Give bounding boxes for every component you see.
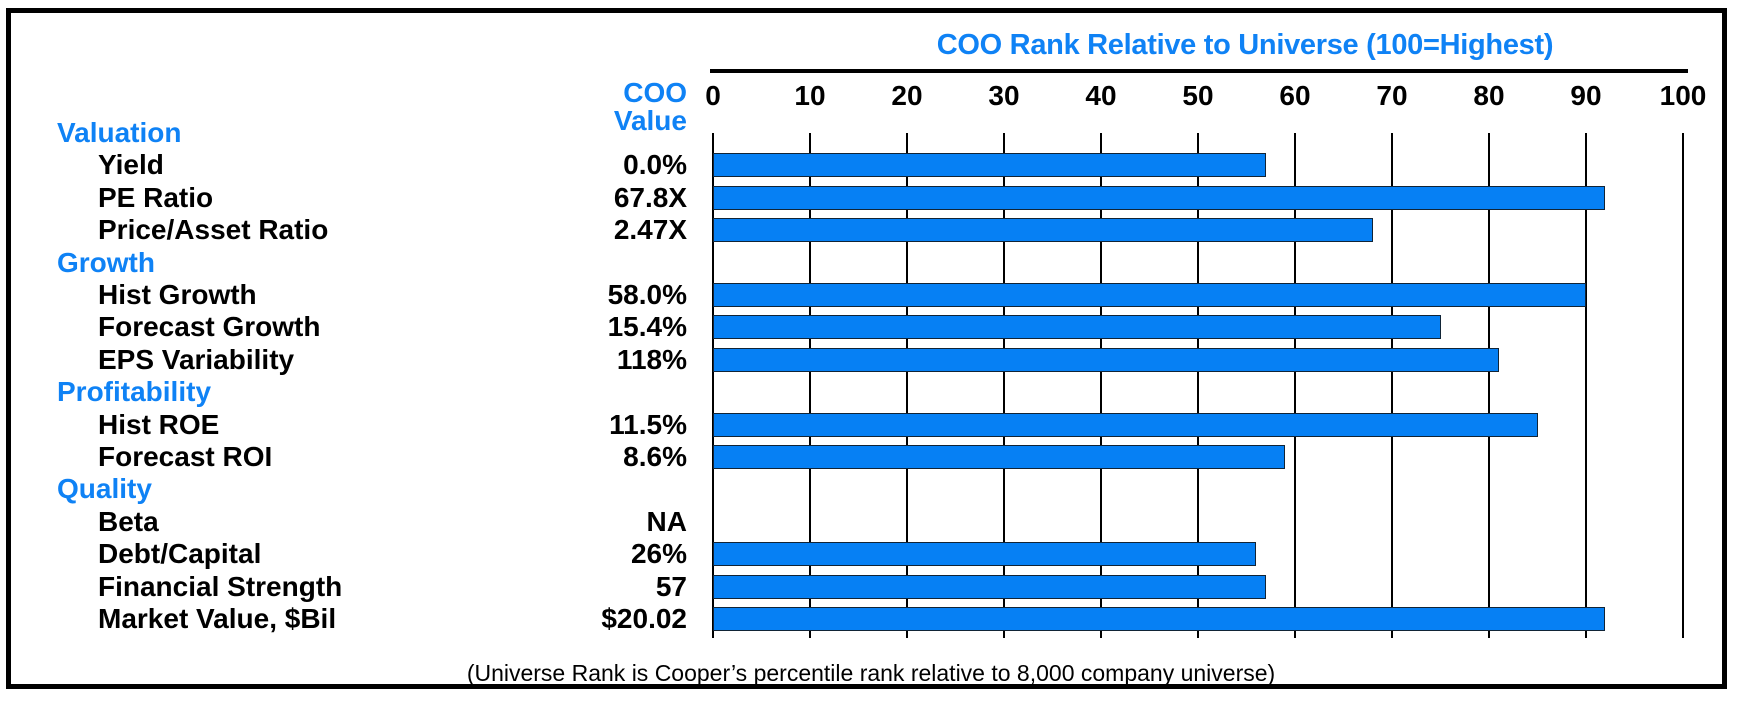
gridline xyxy=(1100,133,1102,638)
rank-bar xyxy=(713,574,1266,599)
gridline xyxy=(1585,133,1587,638)
x-tick-label: 40 xyxy=(1085,80,1117,111)
value-column-header-line1: COO xyxy=(623,77,687,108)
row-coo-value: 2.47X xyxy=(613,214,687,246)
x-tick-label: 50 xyxy=(1182,80,1214,111)
x-tick-label: 20 xyxy=(891,80,923,111)
gridline xyxy=(1488,133,1490,638)
gridline xyxy=(1682,133,1684,638)
x-tick-label: 0 xyxy=(705,80,721,111)
x-tick-label: 90 xyxy=(1570,80,1602,111)
x-tick-label: 10 xyxy=(794,80,826,111)
row-coo-value: 11.5% xyxy=(609,408,687,440)
row-label: Financial Strength xyxy=(98,570,343,602)
row-coo-value: 8.6% xyxy=(623,441,687,472)
row-label: Price/Asset Ratio xyxy=(98,214,329,246)
rank-bar xyxy=(713,218,1373,243)
row-coo-value: 67.8X xyxy=(613,181,687,213)
row-label: EPS Variability xyxy=(98,343,295,375)
group-heading: Valuation xyxy=(57,117,182,148)
group-heading: Growth xyxy=(57,246,155,278)
rank-bar xyxy=(713,347,1499,372)
rank-bar xyxy=(713,315,1441,340)
row-label: Hist ROE xyxy=(98,408,220,440)
rank-bar xyxy=(713,153,1266,178)
x-tick-label: 80 xyxy=(1473,80,1505,111)
value-column-header-line2: Value xyxy=(613,105,687,136)
gridline xyxy=(1003,133,1005,638)
row-coo-value: $20.02 xyxy=(601,603,687,634)
gridline xyxy=(1197,133,1199,638)
row-label: Hist Growth xyxy=(98,279,257,310)
row-coo-value: 26% xyxy=(630,538,687,570)
gridline xyxy=(906,133,908,638)
row-label: Forecast Growth xyxy=(98,311,321,343)
row-label: Market Value, $Bil xyxy=(98,603,337,634)
row-coo-value: 57 xyxy=(655,570,687,602)
row-label: Beta xyxy=(98,505,159,537)
x-tick-label: 100 xyxy=(1659,80,1707,111)
rank-bar xyxy=(713,412,1538,437)
rank-bar xyxy=(713,607,1606,631)
rank-bar xyxy=(713,283,1586,307)
row-label: Debt/Capital xyxy=(98,538,262,570)
row-coo-value: NA xyxy=(646,505,687,537)
row-label: PE Ratio xyxy=(98,181,214,213)
row-coo-value: 58.0% xyxy=(607,279,687,310)
group-heading: Quality xyxy=(57,473,152,505)
rank-bar xyxy=(713,185,1606,210)
group-heading: Profitability xyxy=(57,376,212,408)
row-label: Forecast ROI xyxy=(98,441,273,472)
rank-bar xyxy=(713,445,1286,469)
gridline xyxy=(712,133,714,638)
row-label: Yield xyxy=(98,149,164,181)
x-tick-label: 60 xyxy=(1279,80,1311,111)
rank-bar xyxy=(713,542,1257,567)
x-tick-label: 70 xyxy=(1376,80,1408,111)
row-coo-value: 15.4% xyxy=(607,311,687,343)
chart-title: COO Rank Relative to Universe (100=Highe… xyxy=(936,29,1554,61)
gridline xyxy=(1391,133,1393,638)
gridline xyxy=(809,133,811,638)
row-coo-value: 0.0% xyxy=(623,149,687,181)
x-axis-line xyxy=(710,69,1688,73)
x-tick-label: 30 xyxy=(988,80,1020,111)
gridline xyxy=(1294,133,1296,638)
footnote: (Universe Rank is Cooper’s percentile ra… xyxy=(466,660,1276,686)
row-coo-value: 118% xyxy=(616,343,687,375)
